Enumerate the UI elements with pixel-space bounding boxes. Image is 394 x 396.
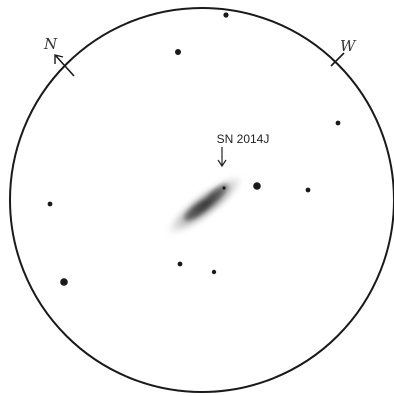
star	[305, 187, 311, 193]
north-marker: N	[43, 35, 75, 77]
supernova-label: SN 2014J	[217, 132, 270, 146]
north-arrow-head	[54, 54, 64, 64]
supernova-arrow-head	[217, 159, 227, 168]
stars	[47, 12, 341, 286]
star	[335, 120, 341, 126]
star	[211, 269, 217, 275]
star	[253, 182, 261, 190]
star	[222, 186, 226, 190]
west-tick	[330, 52, 345, 67]
west-label: W	[340, 37, 357, 55]
west-marker: W	[330, 37, 357, 67]
star	[47, 201, 53, 207]
star	[223, 12, 229, 18]
north-label: N	[43, 35, 58, 53]
star	[177, 261, 183, 267]
north-tick	[55, 55, 75, 77]
star	[60, 278, 68, 286]
star	[175, 49, 181, 55]
supernova-annotation: SN 2014J	[217, 132, 270, 168]
